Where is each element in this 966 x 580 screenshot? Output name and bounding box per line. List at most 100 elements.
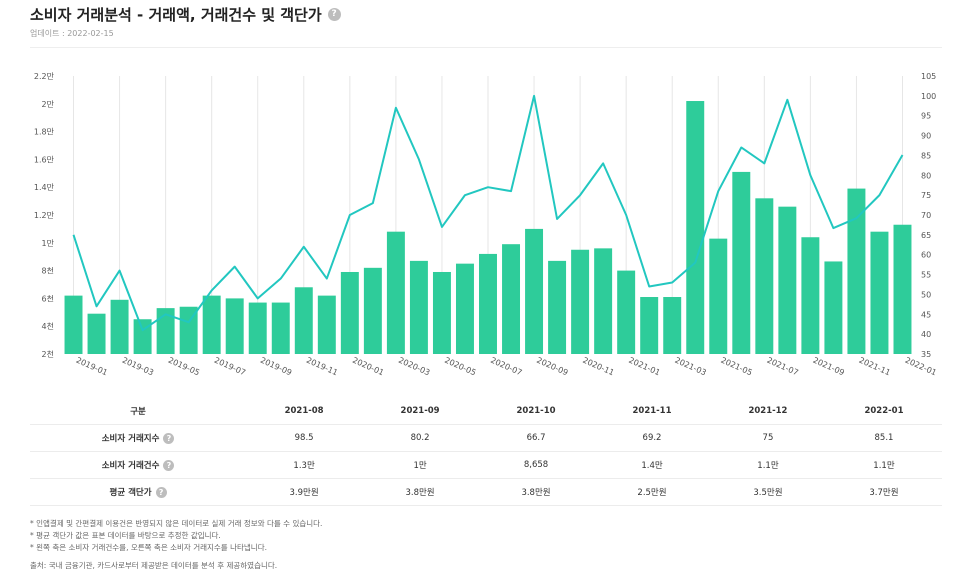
- table-cell: 75: [709, 424, 826, 452]
- x-axis-tick: 2020-07: [489, 356, 523, 378]
- row-label-text: 소비자 거래지수: [101, 434, 160, 444]
- bar: [801, 237, 820, 354]
- footnote: * 인앱결제 및 간편결제 이용건은 반영되지 않은 데이터로 실제 거래 정보…: [30, 519, 323, 528]
- table-header-label: 구분: [30, 398, 247, 425]
- bar: [732, 171, 751, 354]
- x-axis-tick: 2021-05: [719, 356, 753, 378]
- bar: [386, 231, 405, 354]
- table-col-header: 2021-09: [362, 398, 479, 425]
- table-col-header: 2021-12: [709, 398, 826, 425]
- bar: [893, 224, 912, 354]
- table-cell: 66.7: [478, 424, 595, 452]
- left-axis-tick: 1.8만: [34, 128, 55, 137]
- table-cell: 3.8만원: [362, 478, 479, 506]
- bar: [202, 295, 221, 354]
- left-axis-tick: 1.4만: [34, 183, 55, 192]
- table-cell: 2.5만원: [594, 478, 710, 506]
- bar: [133, 319, 152, 354]
- title-row: 소비자 거래분석 - 거래액, 거래건수 및 객단가 ?: [30, 4, 341, 25]
- table-cell: 85.1: [825, 424, 942, 452]
- help-icon[interactable]: ?: [327, 8, 341, 21]
- right-axis-tick: 70: [921, 211, 931, 220]
- bar: [455, 263, 474, 354]
- footnote: * 왼쪽 축은 소비자 거래건수를, 오른쪽 축은 소비자 거래지수를 나타냅니…: [30, 543, 267, 552]
- table-cell: 1.4만: [594, 451, 710, 479]
- row-label-text: 소비자 거래건수: [101, 461, 160, 471]
- right-axis-tick: 90: [921, 132, 931, 141]
- left-axis-tick: 2천: [42, 349, 54, 359]
- trade-chart: 2천 4천 6천 8천 1만 1.2만 1.4만 1.6만 1.8만 2만 2.2만 35 40 45 50…: [34, 72, 938, 378]
- right-axis-tick: 40: [921, 330, 931, 339]
- x-axis-tick: 2019-11: [305, 356, 339, 378]
- right-axis-tick: 100: [921, 92, 936, 101]
- bar: [709, 238, 728, 354]
- table-cell: 1만: [362, 451, 479, 479]
- help-icon[interactable]: ?: [163, 433, 175, 444]
- help-icon[interactable]: ?: [155, 487, 167, 498]
- left-axis-tick: 1만: [42, 239, 55, 248]
- table-col-header: 2021-10: [478, 398, 595, 425]
- bar: [179, 306, 198, 354]
- table-cell: 3.5만원: [709, 478, 826, 506]
- left-axis-tick: 6천: [42, 293, 54, 303]
- left-axis-tick: 2만: [42, 100, 55, 109]
- footnote: * 평균 객단가 값은 표본 데이터를 바탕으로 추정한 값입니다.: [30, 531, 221, 540]
- bar: [363, 267, 382, 354]
- bar: [686, 101, 705, 354]
- row-label-text: 평균 객단가: [109, 488, 152, 498]
- left-axis-tick: 2.2만: [34, 72, 55, 81]
- right-axis-tick: 105: [921, 72, 936, 81]
- x-axis-tick: 2021-07: [766, 356, 800, 378]
- x-axis-tick: 2020-01: [351, 356, 385, 378]
- bar: [548, 260, 567, 354]
- bar: [824, 261, 843, 354]
- data-table: 구분 2021-08 2021-09 2021-10 2021-11 2021-…: [30, 398, 942, 506]
- table-cell: 98.5: [246, 424, 363, 452]
- left-axis-tick: 8천: [42, 266, 54, 276]
- page-title: 소비자 거래분석 - 거래액, 거래건수 및 객단가: [30, 6, 322, 24]
- table-row: 소비자 거래지수? 98.5 80.2 66.7 69.2 75 85.1: [30, 424, 942, 452]
- bar: [502, 244, 521, 354]
- bar: [778, 206, 797, 354]
- x-axis-tick: 2020-09: [535, 356, 569, 378]
- x-axis-tick: 2021-11: [858, 356, 892, 378]
- right-axis-tick: 85: [921, 151, 931, 160]
- table-cell: 1.1만: [709, 451, 826, 479]
- x-axis-tick: 2019-05: [167, 356, 201, 378]
- bar: [340, 271, 359, 354]
- footnotes: * 인앱결제 및 간편결제 이용건은 반영되지 않은 데이터로 실제 거래 정보…: [30, 518, 322, 554]
- table-row: 소비자 거래건수? 1.3만 1만 8,658 1.4만 1.1만 1.1만: [30, 451, 942, 479]
- bar: [525, 228, 544, 354]
- table-header-row: 구분 2021-08 2021-09 2021-10 2021-11 2021-…: [30, 398, 942, 425]
- bar: [110, 299, 129, 354]
- x-axis-tick: 2020-05: [443, 356, 477, 378]
- table-cell: 1.3만: [246, 451, 363, 479]
- bar: [248, 302, 267, 354]
- table-col-header: 2021-08: [246, 398, 363, 425]
- right-axis-tick: 60: [921, 251, 931, 260]
- x-axis-tick: 2021-01: [627, 356, 661, 378]
- right-axis-tick: 65: [921, 231, 931, 240]
- index-line: [72, 94, 904, 332]
- row-label-price: 평균 객단가?: [30, 478, 247, 506]
- bar: [156, 308, 175, 354]
- bar: [225, 298, 244, 354]
- help-icon[interactable]: ?: [163, 460, 175, 471]
- right-axis-tick: 95: [921, 112, 931, 121]
- table-cell: 1.1만: [825, 451, 942, 479]
- x-axis-tick: 2019-03: [121, 356, 155, 378]
- x-axis-tick: 2019-07: [213, 356, 247, 378]
- bar: [317, 295, 336, 354]
- bar: [409, 260, 428, 354]
- right-axis-tick: 50: [921, 290, 931, 299]
- right-axis-tick: 35: [921, 350, 931, 359]
- right-axis-tick: 75: [921, 191, 931, 200]
- row-label-index: 소비자 거래지수?: [30, 424, 247, 452]
- bar: [640, 297, 659, 354]
- row-label-count: 소비자 거래건수?: [30, 451, 247, 479]
- table-cell: 3.9만원: [246, 478, 363, 506]
- bar: [271, 302, 290, 354]
- updated-date: 업데이트 : 2022-02-15: [30, 29, 114, 38]
- x-axis-tick: 2020-03: [397, 356, 431, 378]
- source-note: 출처: 국내 금융기관, 카드사로부터 제공받은 데이터를 분석 후 제공하였습…: [30, 561, 278, 570]
